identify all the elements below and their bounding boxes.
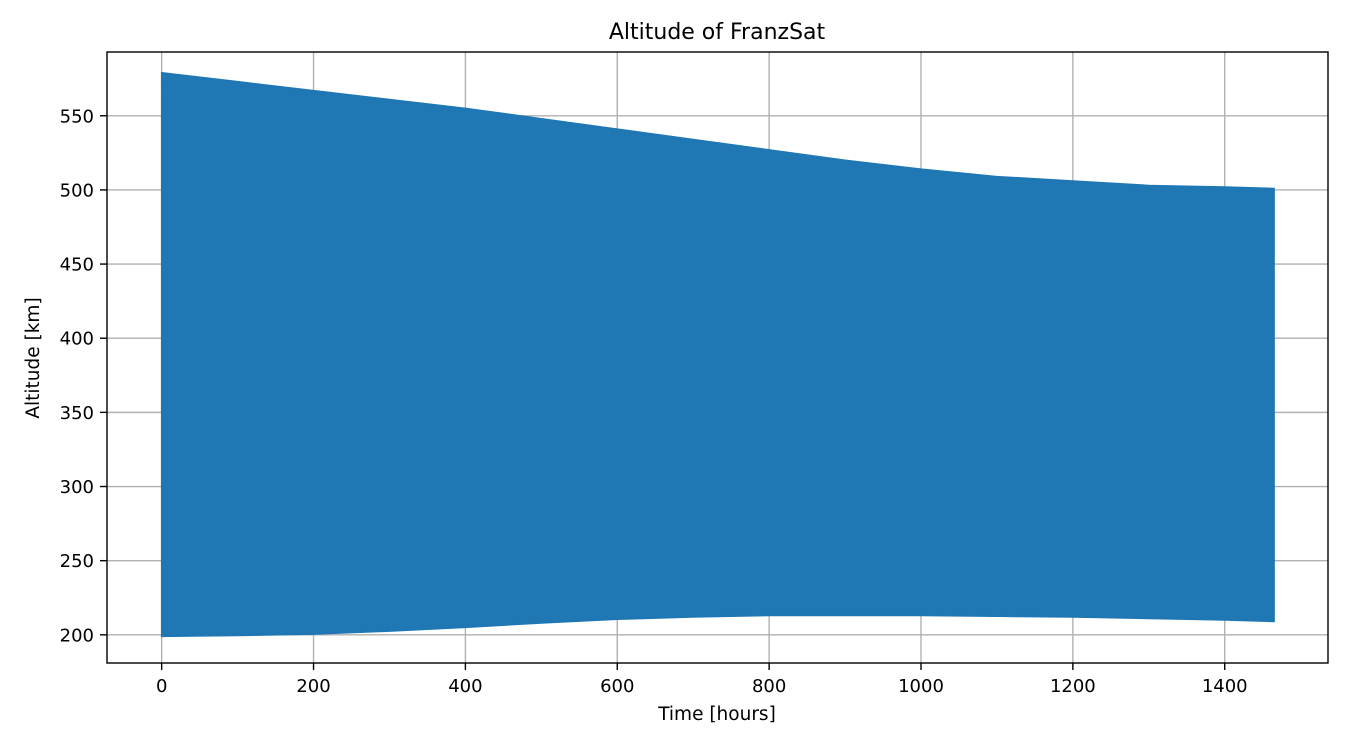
x-tick: 800: [752, 663, 786, 697]
x-tick: 1000: [898, 663, 944, 697]
chart-title: Altitude of FranzSat: [609, 20, 826, 45]
y-tick-label: 200: [60, 625, 94, 646]
y-tick-label: 550: [60, 106, 94, 127]
y-tick-label: 500: [60, 180, 94, 201]
x-tick-label: 1400: [1202, 676, 1248, 697]
y-tick-label: 250: [60, 551, 94, 572]
x-tick-label: 600: [600, 676, 634, 697]
x-tick-label: 1200: [1050, 676, 1096, 697]
x-tick-label: 1000: [898, 676, 944, 697]
plot-frame: [106, 51, 1329, 664]
y-tick-label: 350: [60, 403, 94, 424]
y-tick: 200: [60, 625, 107, 646]
y-tick: 300: [60, 477, 107, 498]
x-tick-label: 200: [296, 676, 330, 697]
y-axis-label: Altitude [km]: [23, 297, 44, 418]
x-tick-label: 0: [156, 676, 167, 697]
y-tick: 400: [60, 329, 107, 350]
y-tick: 250: [60, 551, 107, 572]
x-axis: 0 200 400 600 800 1000 1200 1400: [156, 663, 1248, 697]
x-tick-label: 400: [448, 676, 482, 697]
x-tick: 600: [600, 663, 634, 697]
x-tick: 1400: [1202, 663, 1248, 697]
y-tick: 550: [60, 106, 107, 127]
y-tick-label: 300: [60, 477, 94, 498]
y-tick-label: 450: [60, 255, 94, 276]
y-tick: 450: [60, 255, 107, 276]
y-tick: 350: [60, 403, 107, 424]
altitude-envelope-area: [160, 71, 1275, 638]
x-tick-label: 800: [752, 676, 786, 697]
x-tick: 200: [296, 663, 331, 697]
x-tick: 1200: [1050, 663, 1096, 697]
x-tick: 400: [448, 663, 483, 697]
x-axis-label: Time [hours]: [657, 704, 776, 725]
y-axis: 200 250 300 350 400 450 500 550: [60, 106, 107, 646]
y-tick: 500: [60, 180, 107, 201]
y-tick-label: 400: [60, 329, 94, 350]
series-layer: [160, 71, 1275, 638]
x-tick: 0: [156, 663, 167, 697]
